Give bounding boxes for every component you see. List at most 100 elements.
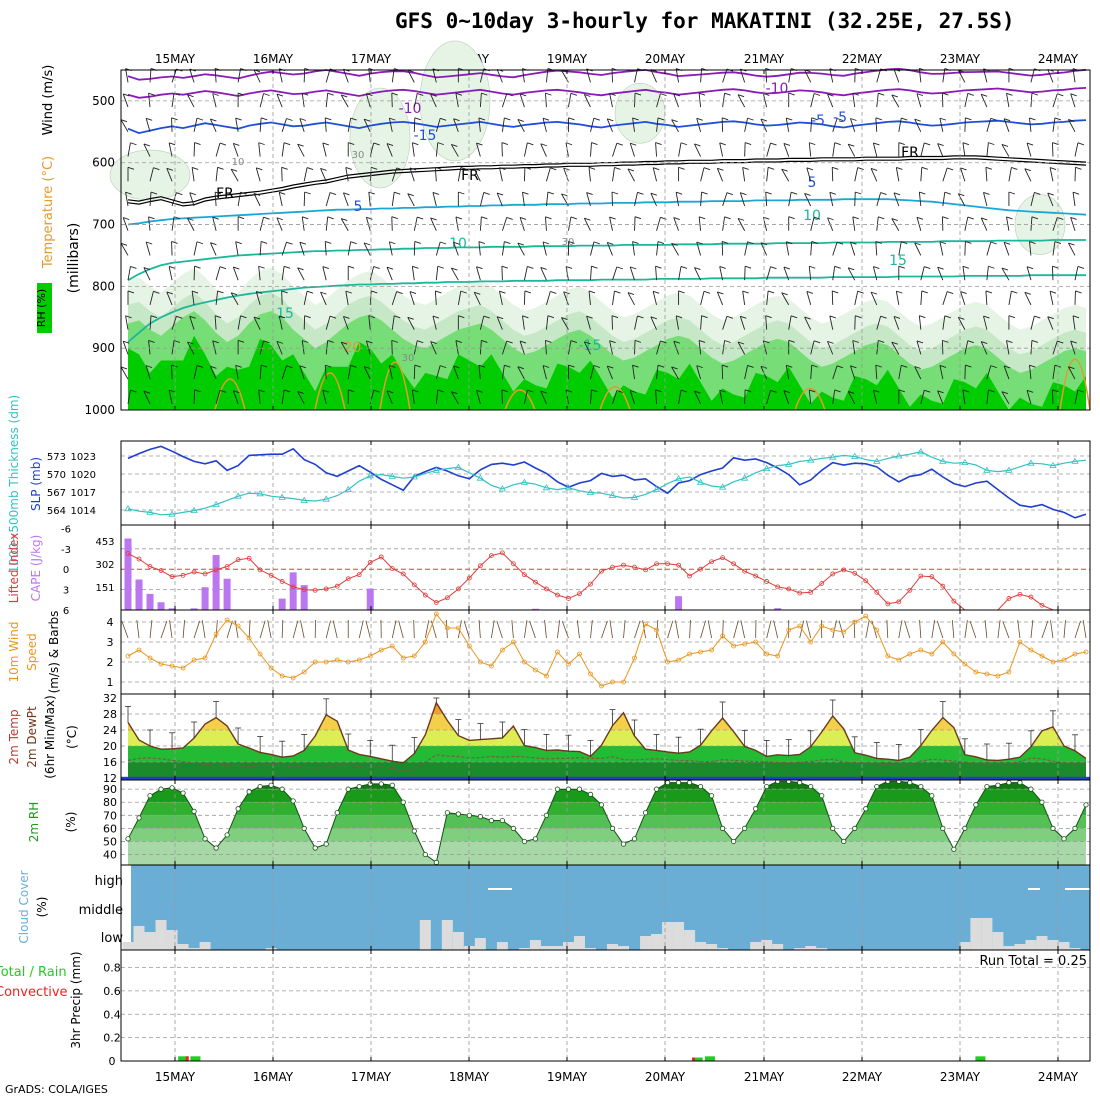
thickness-marker — [939, 457, 947, 464]
wind-barb — [123, 93, 130, 97]
wind-barb — [614, 166, 621, 170]
wind-barb — [609, 92, 616, 96]
wind-barb-10m — [182, 620, 186, 639]
axis-title-celsius: (°C) — [65, 725, 79, 749]
wind-barb — [320, 168, 327, 182]
wind-barb — [440, 117, 447, 121]
wind-barb — [499, 290, 506, 294]
wind-barb — [168, 266, 176, 269]
lifted-index-marker — [422, 592, 428, 598]
wind-barb — [430, 94, 437, 108]
wind-barb-10m — [773, 620, 779, 639]
wind-barb — [214, 68, 217, 83]
wind10-marker — [929, 651, 935, 657]
wind10-marker — [125, 653, 131, 659]
wind-barb — [435, 389, 439, 404]
wind-barb — [937, 266, 944, 270]
thickness-marker — [1071, 457, 1079, 464]
wind-barb — [363, 366, 371, 369]
wind-barb — [388, 365, 393, 380]
wind-barb — [237, 92, 245, 96]
y-tick-label: 0.8 — [103, 962, 121, 975]
wind-barb — [673, 217, 680, 220]
wind-barb — [412, 142, 419, 146]
wind-barb — [939, 117, 947, 121]
wind-barb — [130, 265, 137, 269]
wind-barb — [478, 117, 481, 132]
wind-barb — [215, 142, 221, 157]
precip-total-bar — [692, 1057, 703, 1061]
wind-barb-10m — [1017, 620, 1021, 639]
wind-barb — [700, 68, 703, 83]
wind-barb — [540, 143, 547, 147]
wind-barb — [810, 241, 813, 256]
wind-barb — [924, 389, 931, 393]
cloud-background — [131, 865, 1090, 950]
wind-barb — [873, 266, 880, 270]
wind-barb — [143, 391, 151, 405]
wind-barb — [235, 117, 242, 121]
wind-barb — [742, 166, 749, 170]
wind-barb — [740, 315, 747, 319]
low-cloud-bar — [959, 942, 971, 950]
rh-band — [128, 828, 1086, 842]
wind-barb — [302, 340, 309, 343]
wind-barb — [939, 365, 944, 380]
wind-barb — [836, 118, 844, 121]
wind-barb — [964, 340, 969, 355]
wind-barb — [386, 143, 394, 146]
wind10-marker — [566, 661, 571, 667]
wind-barb — [765, 68, 768, 83]
y-tick-label: high — [95, 874, 123, 889]
wind-barb — [872, 142, 878, 157]
wind-barb — [848, 267, 855, 271]
low-cloud-bar — [122, 942, 134, 950]
wind-barb — [878, 216, 885, 220]
contour-label: 5 — [354, 199, 363, 215]
wind-barb — [1030, 68, 1035, 83]
wind-barb — [806, 291, 813, 294]
wind-barb — [947, 167, 954, 171]
wind-barb — [742, 290, 746, 305]
cape-bar — [146, 593, 154, 610]
wind-barb-10m — [398, 620, 404, 639]
wind-barb — [212, 217, 217, 231]
wind-barb — [583, 217, 591, 231]
wind-barb — [550, 167, 557, 171]
wind-barb — [671, 243, 679, 256]
wind-barb — [650, 69, 657, 83]
wind-barb — [920, 290, 923, 305]
wind-barb — [1072, 315, 1080, 319]
wind-barb — [297, 143, 305, 157]
rh2m-marker — [499, 817, 505, 824]
wind-barb — [852, 340, 856, 355]
lifted-index-marker — [775, 584, 781, 590]
wind-barb — [1070, 340, 1077, 344]
wind-barb — [827, 217, 834, 221]
wind-barb — [394, 191, 401, 195]
wind-barb — [616, 390, 623, 393]
precip-convective-bar — [185, 1056, 189, 1061]
wind-barb — [127, 290, 135, 294]
low-cloud-bar — [1069, 948, 1081, 950]
temp-band — [128, 714, 1086, 730]
low-cloud-bar — [529, 940, 541, 950]
wind-barb — [698, 92, 706, 96]
wind-barb — [191, 290, 199, 294]
wind-barb — [432, 191, 440, 195]
wind-barb-10m — [984, 620, 988, 639]
wind-barb — [281, 118, 287, 132]
rh2m-marker — [1061, 836, 1067, 842]
wind-barb — [722, 192, 728, 207]
wind-barb-10m — [121, 620, 129, 639]
temperature-contour — [127, 239, 1086, 281]
wind10-marker — [378, 647, 384, 653]
lifted-index-marker — [1039, 602, 1045, 608]
wind-barb — [634, 216, 642, 220]
wind-barb-10m — [160, 620, 168, 639]
wind-barb — [209, 118, 217, 133]
wind-barb — [627, 168, 635, 172]
wind-barb-10m — [931, 620, 936, 639]
y-tick-label-thickness: 564 — [47, 506, 66, 517]
